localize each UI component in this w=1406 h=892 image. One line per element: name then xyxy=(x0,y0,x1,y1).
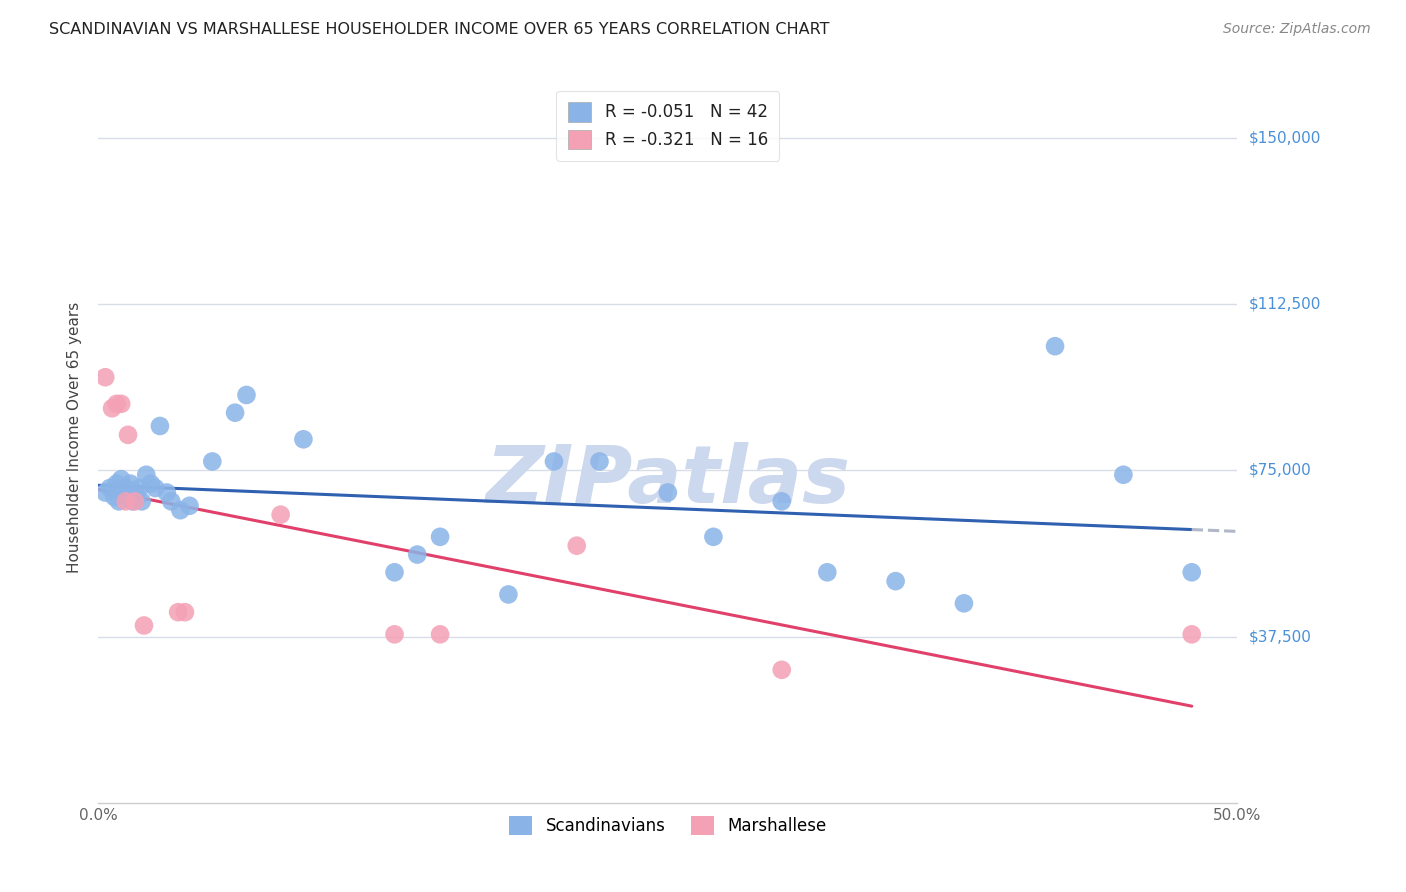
Point xyxy=(1043,339,1066,353)
Point xyxy=(127,490,149,504)
Point xyxy=(120,476,142,491)
Legend: Scandinavians, Marshallese: Scandinavians, Marshallese xyxy=(502,809,834,842)
Point xyxy=(156,485,179,500)
Point xyxy=(110,397,132,411)
Point xyxy=(815,566,838,580)
Text: $112,500: $112,500 xyxy=(1249,297,1320,311)
Point xyxy=(953,596,976,610)
Point xyxy=(429,530,451,544)
Point xyxy=(124,494,146,508)
Point xyxy=(384,627,406,641)
Point xyxy=(270,508,292,522)
Point xyxy=(702,530,724,544)
Y-axis label: Householder Income Over 65 years: Householder Income Over 65 years xyxy=(67,301,83,573)
Point xyxy=(105,397,128,411)
Text: SCANDINAVIAN VS MARSHALLESE HOUSEHOLDER INCOME OVER 65 YEARS CORRELATION CHART: SCANDINAVIAN VS MARSHALLESE HOUSEHOLDER … xyxy=(49,22,830,37)
Point xyxy=(884,574,907,589)
Point xyxy=(117,428,139,442)
Text: $37,500: $37,500 xyxy=(1249,629,1312,644)
Point xyxy=(167,605,190,619)
Point xyxy=(114,481,136,495)
Point xyxy=(105,476,128,491)
Point xyxy=(145,481,167,495)
Point xyxy=(128,481,150,495)
Point xyxy=(110,472,132,486)
Point xyxy=(224,406,246,420)
Point xyxy=(124,485,146,500)
Point xyxy=(406,548,429,562)
Point xyxy=(101,401,124,416)
Point xyxy=(149,419,172,434)
Point xyxy=(103,490,125,504)
Text: $150,000: $150,000 xyxy=(1249,130,1320,145)
Point xyxy=(235,388,257,402)
Point xyxy=(588,454,610,468)
Point xyxy=(657,485,679,500)
Text: ZIPatlas: ZIPatlas xyxy=(485,442,851,520)
Text: Source: ZipAtlas.com: Source: ZipAtlas.com xyxy=(1223,22,1371,37)
Point xyxy=(174,605,197,619)
Point xyxy=(1112,467,1135,482)
Point xyxy=(94,485,117,500)
Point xyxy=(770,494,793,508)
Point xyxy=(565,539,588,553)
Point xyxy=(498,587,520,601)
Point xyxy=(384,566,406,580)
Text: $75,000: $75,000 xyxy=(1249,463,1312,478)
Point xyxy=(770,663,793,677)
Point xyxy=(117,490,139,504)
Point xyxy=(112,485,135,500)
Point xyxy=(160,494,183,508)
Point xyxy=(169,503,191,517)
Point xyxy=(121,494,143,508)
Point xyxy=(132,618,155,632)
Point xyxy=(1181,627,1204,641)
Point xyxy=(179,499,201,513)
Point xyxy=(201,454,224,468)
Point xyxy=(98,481,121,495)
Point xyxy=(429,627,451,641)
Point xyxy=(1181,566,1204,580)
Point xyxy=(139,476,162,491)
Point xyxy=(131,494,153,508)
Point xyxy=(135,467,157,482)
Point xyxy=(292,432,315,446)
Point xyxy=(94,370,117,384)
Point xyxy=(108,494,131,508)
Point xyxy=(114,494,136,508)
Point xyxy=(543,454,565,468)
